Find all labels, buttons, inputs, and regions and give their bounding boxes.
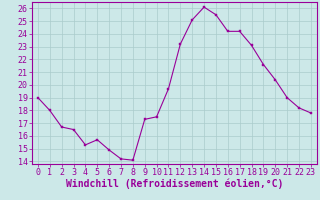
X-axis label: Windchill (Refroidissement éolien,°C): Windchill (Refroidissement éolien,°C) bbox=[66, 179, 283, 189]
